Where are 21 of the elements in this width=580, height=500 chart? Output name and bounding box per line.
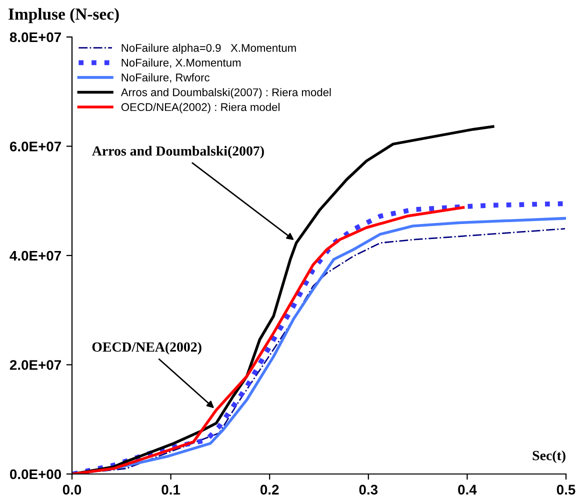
y-tick-label: 2.0E+07: [10, 360, 61, 370]
legend-label: NoFailure, X.Momentum: [122, 58, 241, 68]
x-tick-label: 0.5: [556, 484, 576, 495]
annotation: Arros and Doumbalski(2007): [92, 146, 264, 159]
legend-label: NoFailure, Rwforc: [122, 73, 210, 83]
legend-label: Arros and Doumbalski(2007) : Riera model: [120, 88, 331, 98]
x-tick-label: 0.1: [162, 484, 180, 495]
line-series: [72, 206, 465, 474]
legend-label: NoFailure alpha=0.9 X.Momentum: [122, 44, 296, 54]
y-tick-label: 8.0E+07: [10, 32, 61, 42]
y-axis-title: Impluse (N-sec): [8, 8, 119, 24]
annotation: OECD/NEA(2002): [92, 342, 202, 355]
x-tick-label: 0.3: [359, 484, 378, 495]
x-axis-title: Sec(t): [532, 450, 566, 464]
y-tick-label: 4.0E+07: [10, 250, 61, 261]
legend-label: OECD/NEA(2002) : Riera model: [121, 102, 280, 114]
x-tick-label: 0.2: [260, 484, 279, 495]
y-tick-label: 6.0E+07: [10, 142, 61, 152]
y-tick-label: 0.0E+00: [10, 469, 62, 480]
x-tick-label: 0.0: [62, 484, 82, 495]
x-tick-label: 0.4: [458, 484, 477, 495]
